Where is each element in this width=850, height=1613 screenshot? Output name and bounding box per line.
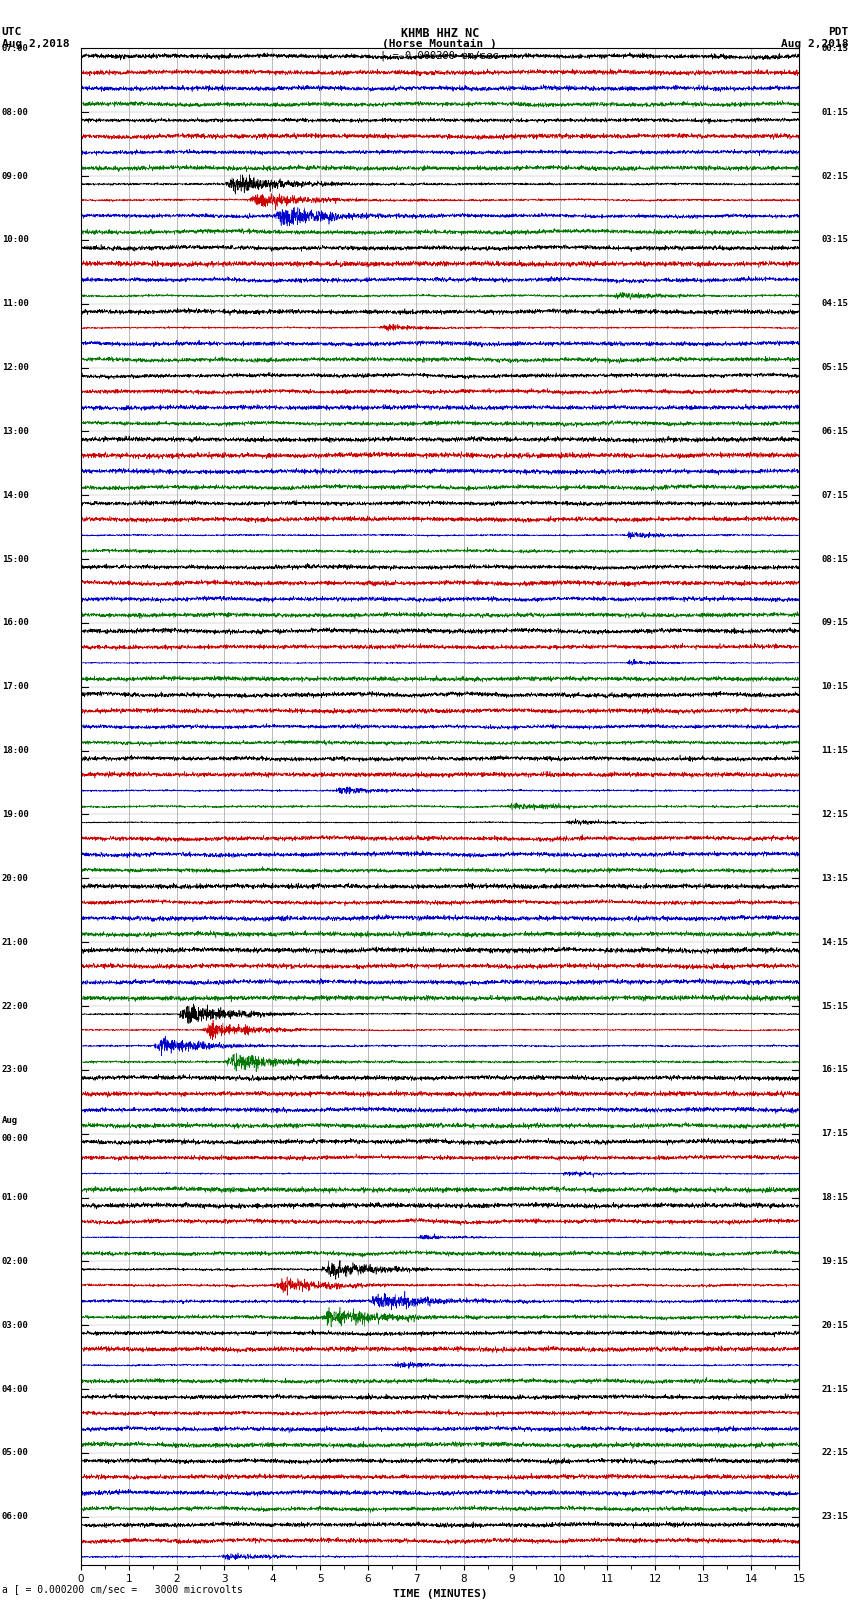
- Text: 22:15: 22:15: [821, 1448, 848, 1458]
- Text: UTC: UTC: [2, 27, 22, 37]
- Text: 11:15: 11:15: [821, 747, 848, 755]
- Text: 10:00: 10:00: [2, 235, 29, 245]
- Text: 05:00: 05:00: [2, 1448, 29, 1458]
- Text: 09:00: 09:00: [2, 171, 29, 181]
- Text: 17:00: 17:00: [2, 682, 29, 692]
- Text: 15:15: 15:15: [821, 1002, 848, 1010]
- Text: Aug 2,2018: Aug 2,2018: [2, 39, 69, 48]
- Text: 04:15: 04:15: [821, 300, 848, 308]
- Text: 21:15: 21:15: [821, 1384, 848, 1394]
- Text: 22:00: 22:00: [2, 1002, 29, 1010]
- Text: 03:00: 03:00: [2, 1321, 29, 1329]
- Text: KHMB HHZ NC: KHMB HHZ NC: [400, 27, 479, 40]
- Text: a [ = 0.000200 cm/sec =   3000 microvolts: a [ = 0.000200 cm/sec = 3000 microvolts: [2, 1584, 242, 1594]
- Text: 06:15: 06:15: [821, 427, 848, 436]
- Text: 20:00: 20:00: [2, 874, 29, 882]
- Text: PDT: PDT: [828, 27, 848, 37]
- Text: 19:00: 19:00: [2, 810, 29, 819]
- Text: 17:15: 17:15: [821, 1129, 848, 1139]
- Text: 06:00: 06:00: [2, 1513, 29, 1521]
- Text: 16:15: 16:15: [821, 1065, 848, 1074]
- Text: 12:15: 12:15: [821, 810, 848, 819]
- Text: 02:00: 02:00: [2, 1257, 29, 1266]
- Text: 14:15: 14:15: [821, 937, 848, 947]
- Text: (Horse Mountain ): (Horse Mountain ): [382, 39, 497, 48]
- X-axis label: TIME (MINUTES): TIME (MINUTES): [393, 1589, 487, 1598]
- Text: 18:15: 18:15: [821, 1194, 848, 1202]
- Text: 00:00: 00:00: [2, 1134, 29, 1144]
- Text: 03:15: 03:15: [821, 235, 848, 245]
- Text: 21:00: 21:00: [2, 937, 29, 947]
- Text: 08:00: 08:00: [2, 108, 29, 116]
- Text: 19:15: 19:15: [821, 1257, 848, 1266]
- Text: 14:00: 14:00: [2, 490, 29, 500]
- Text: 00:15: 00:15: [821, 44, 848, 53]
- Text: 04:00: 04:00: [2, 1384, 29, 1394]
- Text: 01:15: 01:15: [821, 108, 848, 116]
- Text: 12:00: 12:00: [2, 363, 29, 373]
- Text: 16:00: 16:00: [2, 618, 29, 627]
- Text: 20:15: 20:15: [821, 1321, 848, 1329]
- Text: 15:00: 15:00: [2, 555, 29, 563]
- Text: 13:00: 13:00: [2, 427, 29, 436]
- Text: 05:15: 05:15: [821, 363, 848, 373]
- Text: 11:00: 11:00: [2, 300, 29, 308]
- Text: 10:15: 10:15: [821, 682, 848, 692]
- Text: 13:15: 13:15: [821, 874, 848, 882]
- Text: 18:00: 18:00: [2, 747, 29, 755]
- Text: 07:00: 07:00: [2, 44, 29, 53]
- Text: 23:00: 23:00: [2, 1065, 29, 1074]
- Text: 02:15: 02:15: [821, 171, 848, 181]
- Text: 01:00: 01:00: [2, 1194, 29, 1202]
- Text: | = 0.000200 cm/sec: | = 0.000200 cm/sec: [381, 50, 499, 61]
- Text: 07:15: 07:15: [821, 490, 848, 500]
- Text: 08:15: 08:15: [821, 555, 848, 563]
- Text: 23:15: 23:15: [821, 1513, 848, 1521]
- Text: Aug 2,2018: Aug 2,2018: [781, 39, 848, 48]
- Text: 09:15: 09:15: [821, 618, 848, 627]
- Text: Aug: Aug: [2, 1116, 18, 1126]
